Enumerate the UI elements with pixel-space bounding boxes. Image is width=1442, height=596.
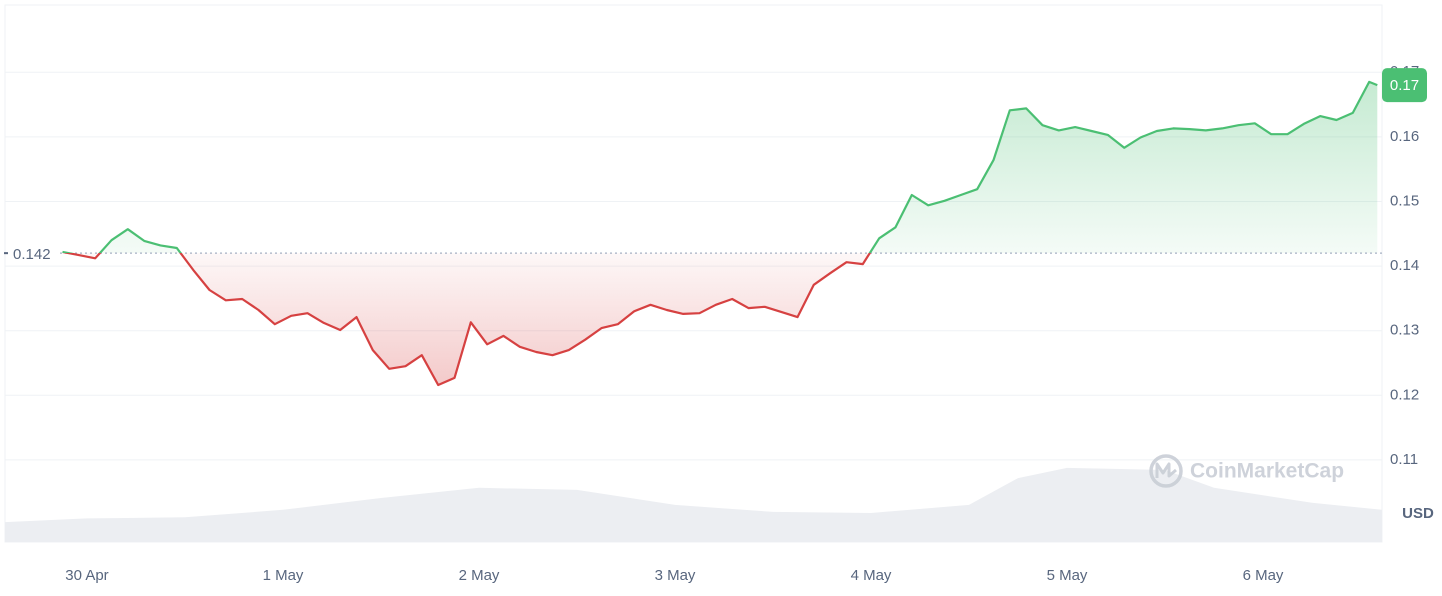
x-tick-label: 6 May: [1243, 567, 1284, 584]
watermark-text: CoinMarketCap: [1190, 460, 1344, 483]
watermark: CoinMarketCap: [1149, 454, 1344, 488]
current-price-badge: [1382, 68, 1427, 103]
x-tick-label: 30 Apr: [65, 567, 108, 584]
x-tick-label: 4 May: [851, 567, 892, 584]
x-tick-label: 1 May: [263, 567, 304, 584]
price-line: [62, 80, 1378, 387]
current-price-label: 0.17: [1390, 77, 1419, 94]
x-tick-label: 2 May: [459, 567, 500, 584]
y-tick-label: 0.14: [1390, 257, 1419, 274]
x-tick-label: 3 May: [655, 567, 696, 584]
watermark-logo: [1149, 454, 1183, 488]
watermark-logo-mark: [1155, 462, 1177, 478]
baseline-label: 0.142: [13, 246, 51, 263]
baseline-label-bg: [7, 242, 59, 265]
y-tick-label: 0.15: [1390, 192, 1419, 209]
x-tick-label: 5 May: [1047, 567, 1088, 584]
price-area: [62, 81, 1378, 386]
y-tick-label: 0.13: [1390, 322, 1419, 339]
volume-area: [5, 467, 1382, 542]
y-tick-label: 0.11: [1390, 451, 1418, 468]
y-axis-label: USD: [1402, 505, 1434, 522]
y-tick-label: 0.12: [1390, 386, 1419, 403]
y-tick-label: 0.16: [1390, 128, 1419, 145]
